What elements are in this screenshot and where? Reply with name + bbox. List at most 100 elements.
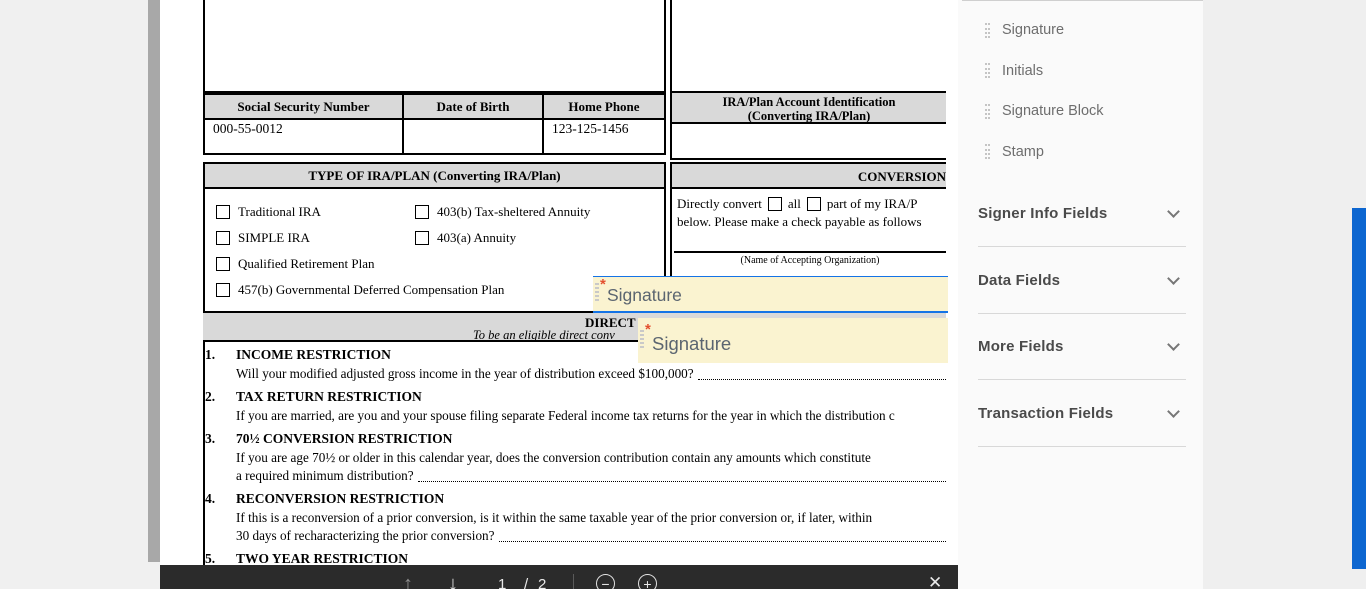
restriction-text: 30 days of recharacterizing the prior co… [205,527,946,545]
field-type-item-signature-block[interactable]: Signature Block [958,91,1203,131]
checkbox-label: Qualified Retirement Plan [238,256,375,271]
accordion-signer-info-fields[interactable]: Signer Info Fields [978,181,1186,247]
accordion-more-fields[interactable]: More Fields [978,314,1186,380]
accordion-transaction-fields[interactable]: Transaction Fields [978,381,1186,447]
col-header-dob: Date of Birth [402,93,544,120]
conversion-section-title: CONVERSION [857,169,946,184]
type-section-header: TYPE OF IRA/PLAN (Converting IRA/Plan) [203,162,666,189]
checkbox-icon [216,205,230,219]
checkbox-icon [415,231,429,245]
field-type-item-stamp[interactable]: Stamp [958,132,1203,172]
restriction-item: 5. TWO YEAR RESTRICTION [205,549,946,569]
checkbox-icon [415,205,429,219]
accordion-label: Transaction Fields [978,404,1114,422]
ssn-value-cell: 000-55-0012 [203,118,404,155]
required-asterisk-icon: * [645,321,651,338]
page-current: 1 [498,576,507,589]
page-edge-scrollbar[interactable] [1352,208,1366,569]
required-asterisk-icon: * [600,276,606,293]
restriction-item: 4. RECONVERSION RESTRICTION If this is a… [205,489,946,545]
zoom-in-icon[interactable]: + [638,574,657,589]
full-name-cell: Full Name [203,0,666,93]
signature-field-label: Signature [652,333,732,354]
chevron-down-icon [1167,271,1180,285]
chevron-down-icon [1167,205,1180,218]
dotted-leader [498,541,946,542]
restriction-title: TAX RETURN RESTRICTION [236,389,422,404]
restriction-item: 2. TAX RETURN RESTRICTION If you are mar… [205,387,946,425]
restriction-title: TWO YEAR RESTRICTION [236,551,409,566]
checkbox-label: Traditional IRA [238,204,321,219]
restriction-text: If you are married, are you and your spo… [236,408,895,423]
checkbox-icon [216,257,230,271]
drag-dots-icon [985,103,990,119]
checkbox-icon [216,283,230,297]
restriction-title-row: 2. TAX RETURN RESTRICTION [205,387,946,407]
left-gutter [0,0,148,589]
checkbox-label: 457(b) Governmental Deferred Compensatio… [238,282,505,297]
drag-dots-icon [985,144,990,159]
ira-type-option: 403(a) Annuity [415,230,516,246]
restriction-item: 3. 70½ CONVERSION RESTRICTION If you are… [205,429,946,485]
signature-field-overlay-1[interactable]: * Signature [593,276,948,313]
accordion-data-fields[interactable]: Data Fields [978,248,1186,314]
field-type-item-signature[interactable]: Signature [958,10,1203,50]
phone-value-cell: 123-125-1456 [542,118,666,155]
org-caption: (Name of Accepting Organization) [740,255,880,266]
pager-toolbar: ↑ ↓ 1 / 2 − + ✕ [160,565,958,589]
drag-dots-icon [985,22,990,38]
checkbox-label: 403(b) Tax-sheltered Annuity [437,204,591,219]
drag-handle-icon[interactable] [640,330,644,348]
convert-part-label: part of my IRA/P [826,196,918,211]
ira-type-option: 403(b) Tax-sheltered Annuity [415,204,590,220]
drag-handle-icon[interactable] [595,283,599,301]
dotted-leader [417,481,946,482]
conversion-section-header: CONVERSION [670,162,946,189]
ira-plan-value-cell [670,122,946,160]
direct-bar-title: DIRECT [585,315,636,330]
convert-pre-text: Directly convert [677,196,762,211]
toolbar-divider [573,574,574,589]
restriction-title: RECONVERSION RESTRICTION [236,491,445,506]
signature-field-overlay-2[interactable]: * Signature [638,318,948,363]
restriction-number: 2. [205,389,216,404]
col-header-phone: Home Phone [542,93,666,120]
accordion-label: Signer Info Fields [978,205,1108,222]
restriction-title: 70½ CONVERSION RESTRICTION [236,431,453,446]
close-toolbar-icon[interactable]: ✕ [928,573,943,589]
page-up-icon[interactable]: ↑ [403,573,413,589]
field-type-label: Signature Block [1002,103,1104,119]
type-checkbox-box [203,189,666,313]
chevron-down-icon [1167,404,1180,418]
ira-plan-header-line1: IRA/Plan Account Identification [722,95,896,109]
restriction-text: If you are age 70½ or older in this cale… [236,450,871,465]
viewer-left-scrollbar-thumb[interactable] [148,0,160,562]
restriction-title-row: 1. INCOME RESTRICTION [205,345,946,365]
restriction-number: 4. [205,491,216,506]
accordion-label: Data Fields [978,271,1061,289]
ira-type-option: Traditional IRA [216,204,321,220]
restriction-title: INCOME RESTRICTION [236,347,391,362]
restriction-number: 5. [205,551,216,566]
right-gutter [1203,0,1366,589]
page-total: 2 [538,576,547,589]
restriction-number: 1. [205,347,216,362]
checkbox-label: 403(a) Annuity [437,230,517,245]
dotted-leader [697,379,946,380]
field-type-label: Initials [1002,62,1044,79]
zoom-out-icon[interactable]: − [596,574,615,589]
convert-all-checkbox [767,197,782,211]
col-header-ira-plan: IRA/Plan Account Identification (Convert… [670,91,946,124]
field-type-item-initials[interactable]: Initials [958,51,1203,91]
accordion-label: More Fields [978,338,1064,355]
field-type-label: Signature [1002,22,1065,38]
dob-value-cell [402,118,544,155]
page-separator: / [524,576,529,589]
restriction-text: If this is a reconversion of a prior con… [236,510,873,525]
page-down-icon[interactable]: ↓ [448,573,458,589]
restriction-text: a required minimum distribution? [205,467,946,485]
directly-convert-line: Directly convert all part of my IRA/P [677,196,917,212]
restriction-title-row: 4. RECONVERSION RESTRICTION [205,489,946,509]
right-top-cell [670,0,946,93]
drag-dots-icon [985,63,990,78]
